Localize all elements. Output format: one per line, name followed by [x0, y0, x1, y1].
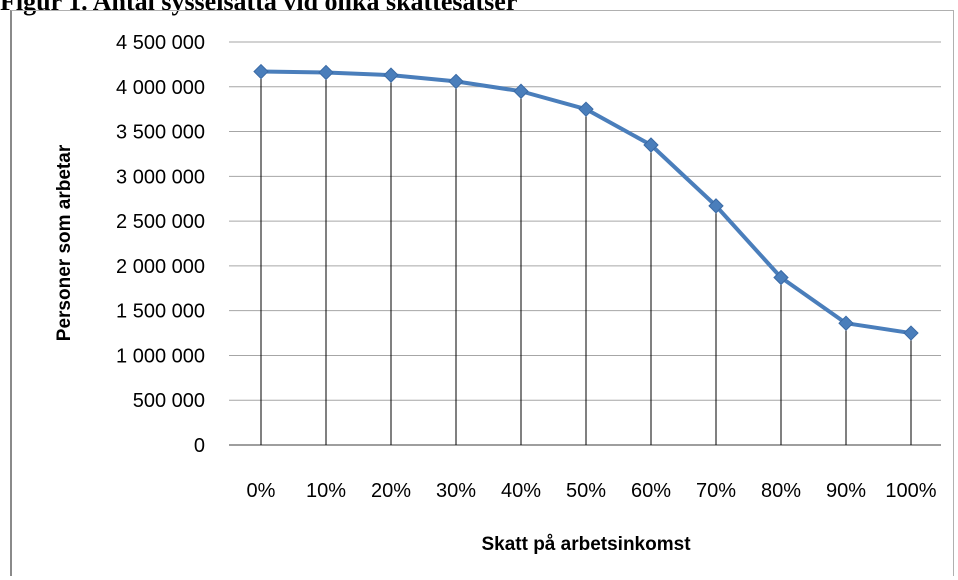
series-group: [253, 63, 919, 341]
chart-container: [10, 10, 954, 576]
data-point-marker: [643, 137, 659, 153]
x-tick-labels: 0% 10% 20% 30% 40% 50% 60% 70% 80% 90% 100%: [247, 480, 937, 502]
y-axis-label: Personer som arbetar: [54, 144, 75, 341]
x-tick-label: 30%: [436, 480, 476, 502]
data-point-marker: [383, 67, 399, 83]
y-tick-label: 4 000 000: [116, 77, 205, 99]
y-tick-label: 1 000 000: [116, 345, 205, 367]
drop-lines: [260, 71, 912, 445]
x-axis-label: Skatt på arbetsinkomst: [481, 534, 691, 555]
figure-caption: Figur 1. Antal sysselsatta vid olika ska…: [0, 0, 518, 16]
x-tick-label: 60%: [631, 480, 671, 502]
y-tick-label: 3 000 000: [116, 166, 205, 188]
y-tick-label: 1 500 000: [116, 301, 205, 323]
x-tick-label: 40%: [501, 480, 541, 502]
data-point-marker: [253, 63, 269, 80]
data-point-marker: [513, 83, 529, 99]
x-tick-label: 50%: [566, 480, 606, 502]
y-tick-label: 500 000: [133, 390, 205, 412]
y-tick-label: 0: [194, 435, 205, 457]
y-tick-labels: 0 500 000 1 000 000 1 500 000 2 000 000 2 500…: [116, 32, 205, 457]
x-tick-label: 20%: [371, 480, 411, 502]
y-tick-label: 3 500 000: [116, 122, 205, 144]
x-tick-label: 70%: [696, 480, 736, 502]
x-tick-label: 90%: [826, 480, 866, 502]
data-point-marker: [578, 101, 594, 117]
data-point-marker: [318, 64, 334, 81]
gridlines: [229, 41, 941, 446]
y-tick-label: 2 000 000: [116, 256, 205, 278]
x-tick-label: 100%: [885, 480, 936, 502]
y-tick-label: 2 500 000: [116, 211, 205, 233]
data-point-marker: [708, 198, 724, 214]
data-point-marker: [448, 73, 464, 90]
data-point-marker: [773, 269, 789, 286]
data-point-marker: [903, 325, 919, 341]
x-tick-label: 80%: [761, 480, 801, 502]
x-tick-label: 10%: [306, 480, 346, 502]
y-tick-label: 4 500 000: [116, 32, 205, 54]
data-point-marker: [838, 315, 854, 331]
x-tick-label: 0%: [247, 480, 276, 502]
